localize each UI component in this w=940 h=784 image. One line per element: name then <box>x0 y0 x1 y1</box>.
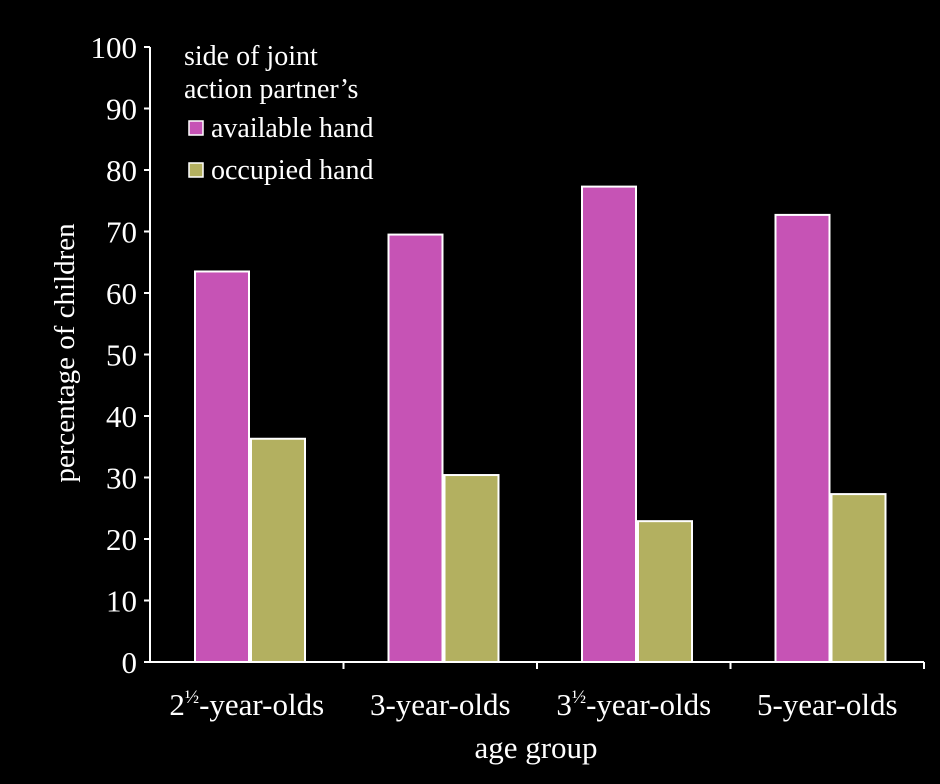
y-axis-title: percentage of children <box>49 223 81 483</box>
x-tick-label: 3½-year-olds <box>556 687 711 722</box>
y-tick-label: 10 <box>106 584 137 619</box>
x-tick-label-base: 2 <box>169 687 185 722</box>
legend-title-line-2: action partner’s <box>184 74 358 105</box>
x-tick-label-base: 3 <box>556 687 572 722</box>
bar-occupied-hand-3 <box>830 493 887 664</box>
y-tick-label: 40 <box>106 399 137 434</box>
y-tick-label: 30 <box>106 461 137 496</box>
bar-available-hand-3 <box>774 213 831 664</box>
y-tick-label: 0 <box>122 645 138 680</box>
x-tick-label-base: 5-year-olds <box>757 687 898 722</box>
y-tick-label: 90 <box>106 92 137 127</box>
bar-available-hand-2 <box>581 185 637 663</box>
bars <box>194 185 887 664</box>
x-tick-labels: 2½-year-olds 3-year-olds 3½-year-olds 5-yea… <box>169 687 897 722</box>
legend-label-available-hand: available hand <box>211 113 373 144</box>
y-tick-label: 60 <box>106 276 137 311</box>
x-tick-label: 5-year-olds <box>757 687 898 722</box>
legend-title-line-1: side of joint <box>184 41 318 72</box>
y-tick-label: 80 <box>106 153 137 188</box>
legend-swatch-occupied-hand <box>188 162 204 178</box>
bar-occupied-hand-2 <box>637 520 693 663</box>
y-tick-label: 70 <box>106 215 137 250</box>
legend-swatch-available-hand <box>188 120 204 136</box>
x-axis-title: age group <box>474 730 597 765</box>
x-tick-label-base: 3-year-olds <box>370 687 511 722</box>
y-tick-label: 50 <box>106 338 137 373</box>
y-ticks: 0 10 20 30 40 50 60 70 80 90 100 <box>91 30 150 680</box>
y-tick-label: 100 <box>91 30 138 65</box>
x-tick-label-rest: -year-olds <box>199 687 324 722</box>
bar-available-hand-1 <box>387 233 444 663</box>
bar-occupied-hand-1 <box>443 474 500 664</box>
bar-occupied-hand-0 <box>250 437 306 663</box>
x-ticks <box>342 662 925 669</box>
x-tick-label-superscript: ½ <box>185 687 199 708</box>
x-tick-label: 2½-year-olds <box>169 687 324 722</box>
x-tick-label: 3-year-olds <box>370 687 511 722</box>
legend-label-occupied-hand: occupied hand <box>211 155 374 186</box>
y-tick-label: 20 <box>106 522 137 557</box>
bar-available-hand-0 <box>194 270 250 663</box>
legend: side of joint action partner’s available… <box>184 41 374 186</box>
x-tick-label-superscript: ½ <box>572 687 586 708</box>
x-tick-label-rest: -year-olds <box>586 687 711 722</box>
